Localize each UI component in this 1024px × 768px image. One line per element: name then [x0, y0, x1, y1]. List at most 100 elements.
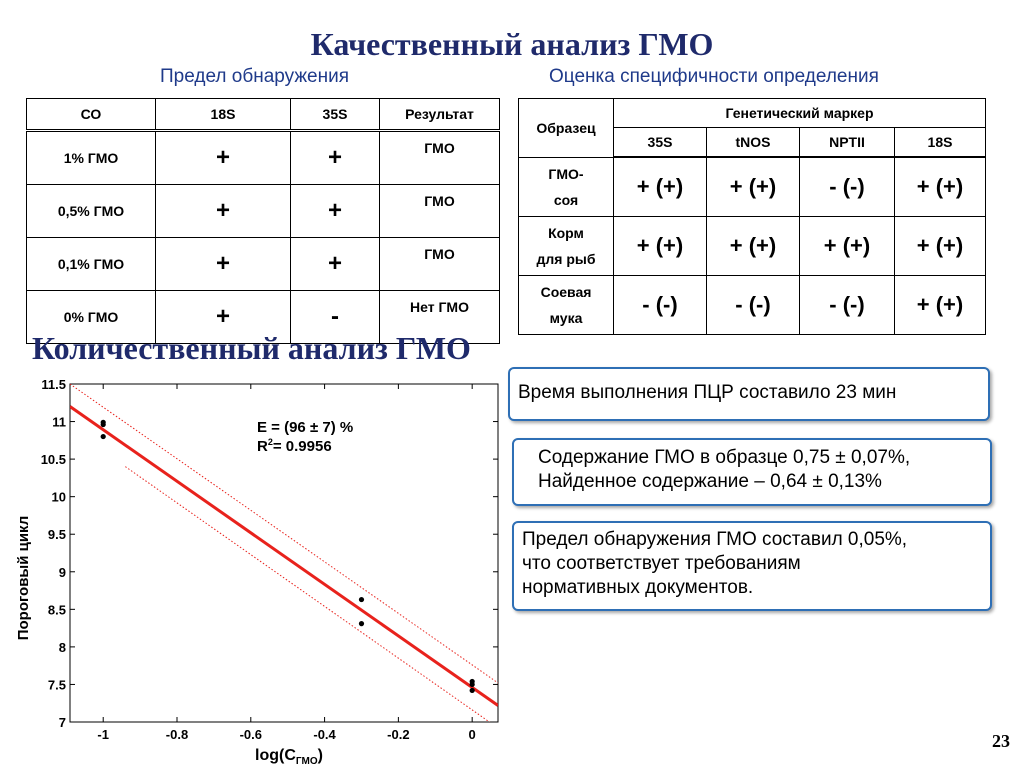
cell-result: ГМО	[379, 237, 500, 291]
detection-limit-subtitle: Предел обнаружения	[160, 66, 350, 87]
y-tick-label: 9	[59, 565, 66, 580]
col-header-35s: 35S	[290, 98, 380, 132]
cell-35s: -	[290, 290, 380, 344]
cell-nptii: + (+)	[799, 216, 895, 276]
x-tick-label: -0.2	[387, 727, 409, 742]
cell-35s: +	[290, 237, 380, 291]
col-header-35s: 35S	[613, 127, 707, 158]
pcr-time-text: Время выполнения ПЦР составило 23 мин	[518, 382, 897, 403]
x-tick-label: -0.8	[166, 727, 188, 742]
detection-limit-table: СО 18S 35S Результат 1% ГМО + + ГМО 0,5%…	[26, 98, 500, 344]
cell-sample: 0,1% ГМО	[26, 237, 156, 291]
table-row: Соевая мука - (-) - (-) - (-) + (+)	[518, 275, 986, 335]
cell-result: ГМО	[379, 130, 500, 185]
cell-35s: + (+)	[613, 216, 707, 276]
fit-line	[70, 405, 498, 707]
gmo-content-line: Содержание ГМО в образце 0,75 ± 0,07%,	[538, 447, 911, 468]
efficiency-label: E = (96 ± 7) %	[257, 419, 353, 436]
cell-35s: + (+)	[613, 156, 707, 217]
col-header-tnos: tNOS	[706, 127, 800, 158]
calibration-chart: Пороговый цикл 7 7.5 8 8.5 9 9.5 10 10.5 11 11.5 -…	[15, 377, 499, 767]
y-tick-label: 7	[59, 715, 66, 730]
y-tick-label: 8	[59, 640, 66, 655]
plot-frame	[69, 383, 499, 723]
col-header-result: Результат	[379, 98, 500, 132]
y-tick-label: 7.5	[48, 677, 66, 692]
y-tick-label: 10.5	[41, 452, 66, 467]
requirements-line: что соответствует требованиям	[522, 553, 801, 574]
page-number: 23	[992, 731, 1010, 751]
col-header-co: СО	[26, 98, 156, 132]
col-header-marker: Генетический маркер	[613, 98, 986, 128]
cell-tnos: + (+)	[706, 156, 800, 217]
col-header-18s: 18S	[894, 127, 986, 158]
x-tick-label: -1	[97, 727, 109, 742]
table-row: ГМО-соя + (+) + (+) - (-) + (+)	[518, 156, 986, 217]
conf-band-lower	[125, 466, 491, 722]
cell-sample: Соевая мука	[518, 275, 614, 335]
gmo-content-box: Содержание ГМО в образце 0,75 ± 0,07%, Н…	[512, 438, 992, 506]
table-row: 1% ГМО + + ГМО	[26, 130, 500, 185]
detection-limit-line: Предел обнаружения ГМО составил 0,05%,	[522, 529, 908, 550]
cell-result: ГМО	[379, 184, 500, 238]
table-row: Корм для рыб + (+) + (+) + (+) + (+)	[518, 216, 986, 276]
cell-18s: + (+)	[894, 216, 986, 276]
table-header-row: СО 18S 35S Результат	[26, 98, 500, 132]
cell-sample: 0% ГМО	[26, 290, 156, 344]
documents-line: нормативных документов.	[522, 577, 754, 598]
col-header-sample: Образец	[518, 98, 614, 158]
quantitative-title: Количественный анализ ГМО	[32, 330, 471, 366]
r2-label: R2= 0.9956	[257, 437, 332, 455]
specificity-table: Образец Генетический маркер 35S tNOS NPT…	[518, 98, 986, 335]
y-axis-label: Пороговый цикл	[15, 516, 32, 641]
x-tick-label: 0	[469, 727, 476, 742]
cell-18s: +	[155, 130, 291, 185]
cell-result: Нет ГМО	[379, 290, 500, 344]
x-axis-label: log(CГМО)	[255, 747, 323, 767]
conf-band-upper	[70, 384, 498, 684]
cell-tnos: + (+)	[706, 216, 800, 276]
y-tick-label: 8.5	[48, 602, 66, 617]
y-tick-label: 11	[52, 415, 66, 430]
data-point	[100, 433, 106, 440]
specificity-subtitle: Оценка специфичности определения	[549, 66, 879, 87]
cell-18s: + (+)	[894, 156, 986, 217]
cell-35s: +	[290, 184, 380, 238]
data-point	[358, 596, 365, 603]
cell-nptii: - (-)	[799, 275, 895, 335]
cell-nptii: - (-)	[799, 156, 895, 217]
table-subheader-row: 35S tNOS NPTII 18S	[519, 127, 986, 158]
data-point	[469, 687, 475, 694]
cell-18s: +	[155, 290, 291, 344]
data-point	[100, 421, 106, 428]
pcr-time-box: Время выполнения ПЦР составило 23 мин	[508, 367, 990, 421]
col-header-18s: 18S	[155, 98, 291, 132]
cell-18s: +	[155, 184, 291, 238]
plot-area: 7 7.5 8 8.5 9 9.5 10 10.5 11 11.5 -1 -0.8 -0.6 -0.4 -0…	[41, 377, 499, 742]
x-tick-label: -0.6	[240, 727, 262, 742]
cell-sample: ГМО-соя	[518, 156, 614, 217]
cell-sample: 0,5% ГМО	[26, 184, 156, 238]
table-row: 0,5% ГМО + + ГМО	[26, 184, 500, 238]
cell-35s: - (-)	[613, 275, 707, 335]
detection-limit-box: Предел обнаружения ГМО составил 0,05%, ч…	[512, 521, 992, 611]
cell-tnos: - (-)	[706, 275, 800, 335]
data-point	[469, 681, 475, 688]
table-header-row: Образец Генетический маркер	[518, 98, 986, 158]
cell-18s: + (+)	[894, 275, 986, 335]
found-content-line: Найденное содержание – 0,64 ± 0,13%	[538, 471, 882, 492]
fit-annotation: E = (96 ± 7) % R2= 0.9956	[257, 419, 353, 455]
cell-35s: +	[290, 130, 380, 185]
x-tick-label: -0.4	[313, 727, 336, 742]
cell-sample: 1% ГМО	[26, 130, 156, 185]
y-tick-label: 9.5	[48, 527, 66, 542]
col-header-nptii: NPTII	[799, 127, 895, 158]
y-tick-label: 11.5	[41, 377, 66, 392]
page-title: Качественный анализ ГМО	[310, 26, 714, 62]
table-row: 0,1% ГМО + + ГМО	[26, 237, 500, 291]
table-row: 0% ГМО + - Нет ГМО	[26, 290, 500, 344]
y-tick-label: 10	[52, 490, 66, 505]
cell-sample: Корм для рыб	[518, 216, 614, 276]
data-point	[358, 621, 365, 627]
cell-18s: +	[155, 237, 291, 291]
